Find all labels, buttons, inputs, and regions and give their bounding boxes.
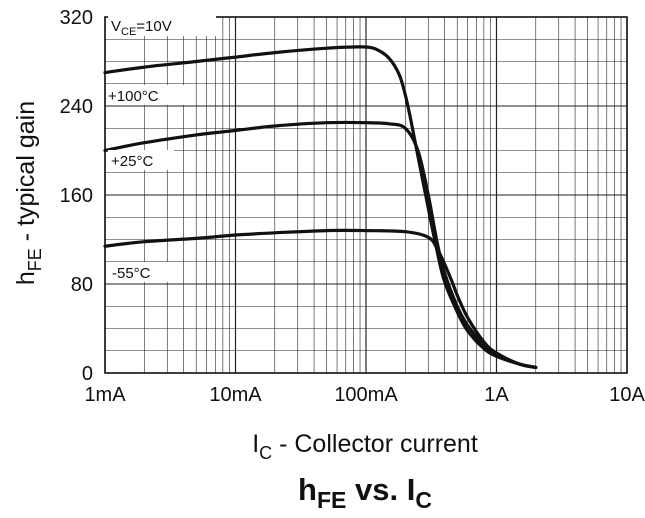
condition-note: VCE=10V: [111, 18, 172, 38]
series-line-2: [103, 228, 538, 369]
series-line-1: [103, 120, 538, 369]
y-tick-label: 240: [60, 96, 93, 118]
series-label-bg-25c: [108, 150, 174, 170]
series-line-0: [103, 45, 538, 369]
series-label-25c: +25°C: [111, 153, 153, 170]
x-tick-labels: 1mA 10mA 100mA 1A 10A: [84, 384, 645, 406]
x-tick-label: 1A: [484, 384, 509, 406]
x-tick-label: 10mA: [209, 384, 262, 406]
series-label-bg-100c: [106, 85, 188, 105]
condition-note-bg: [108, 14, 216, 36]
y-tick-label: 80: [71, 274, 93, 296]
series-label-100c: +100°C: [108, 88, 159, 105]
y-tick-label: 320: [60, 7, 93, 29]
grid: [104, 16, 628, 374]
x-axis-title: IC - Collector current: [252, 430, 478, 463]
plot-frame: [104, 16, 628, 374]
x-tick-label: 1mA: [84, 384, 126, 406]
y-tick-labels: 0 80 160 240 320: [60, 7, 93, 385]
y-tick-label: 160: [60, 185, 93, 207]
series-label-minus55c: -55°C: [112, 265, 151, 282]
x-tick-label: 10A: [609, 384, 645, 406]
chart-title: hFE vs. IC: [298, 472, 432, 513]
y-axis-title: hFE - typical gain: [12, 101, 45, 285]
y-tick-label: 0: [82, 363, 93, 385]
x-tick-label: 100mA: [334, 384, 398, 406]
series-lines: [103, 45, 538, 369]
series-label-bg-minus55c: [108, 262, 174, 282]
